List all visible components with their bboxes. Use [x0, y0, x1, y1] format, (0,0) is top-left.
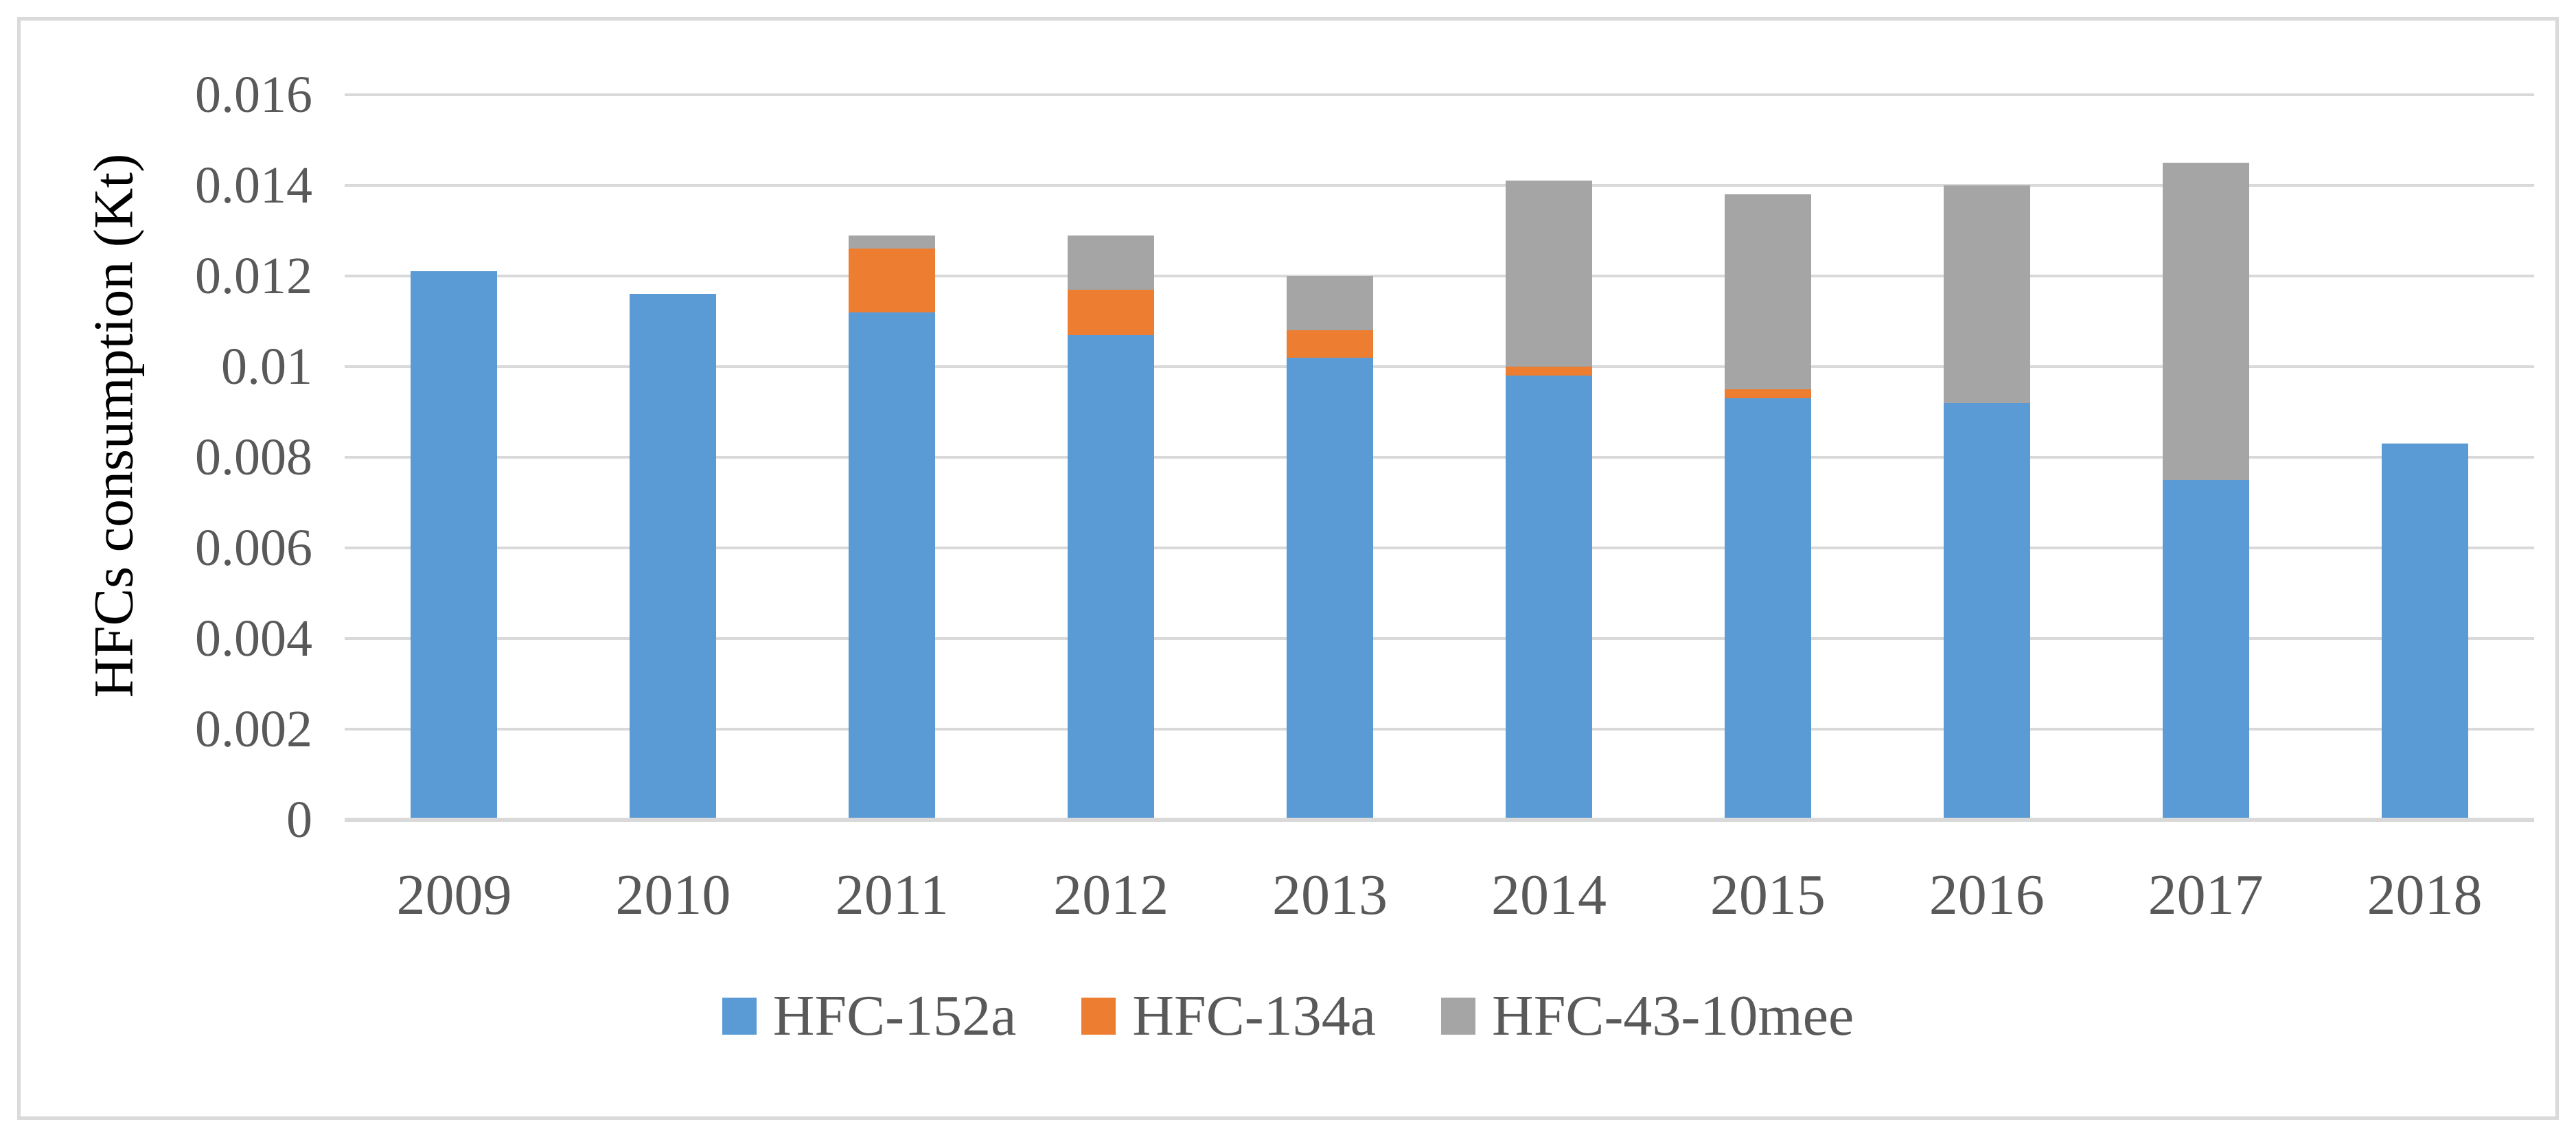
- y-tick-label-0.002: 0.002: [195, 700, 312, 758]
- bar-segment-HFC-43-10mee-2012: [1068, 235, 1155, 290]
- y-gridline-0.01: [345, 365, 2534, 368]
- bar-segment-HFC-152a-2010: [630, 294, 717, 820]
- y-gridline-0.014: [345, 184, 2534, 187]
- bar-2012: [1068, 95, 1155, 820]
- x-tick-label-2015: 2015: [1710, 863, 1826, 927]
- legend-swatch-HFC-134a: [1081, 998, 1116, 1035]
- bar-segment-HFC-134a-2012: [1068, 289, 1155, 335]
- y-gridline-0.006: [345, 547, 2534, 549]
- bar-2011: [849, 95, 936, 820]
- y-tick-label-0.008: 0.008: [195, 428, 312, 486]
- bar-segment-HFC-43-10mee-2017: [2162, 163, 2249, 480]
- y-tick-label-0.006: 0.006: [195, 519, 312, 577]
- x-tick-label-2009: 2009: [396, 863, 512, 927]
- bar-segment-HFC-43-10mee-2016: [1943, 185, 2030, 403]
- y-gridline-0.016: [345, 93, 2534, 96]
- legend-label-HFC-152a: HFC-152a: [772, 984, 1017, 1048]
- y-gridline-0.002: [345, 728, 2534, 731]
- x-tick-label-2013: 2013: [1272, 863, 1388, 927]
- plot-area: [345, 93, 2534, 822]
- x-tick-label-2014: 2014: [1491, 863, 1607, 927]
- y-tick-label-0.004: 0.004: [195, 610, 312, 667]
- x-tick-label-2018: 2018: [2367, 863, 2483, 927]
- x-tick-label-2010: 2010: [615, 863, 731, 927]
- y-tick-label-0.012: 0.012: [195, 247, 312, 305]
- bar-2017: [2162, 95, 2249, 820]
- x-tick-label-2012: 2012: [1053, 863, 1169, 927]
- bar-segment-HFC-134a-2014: [1505, 367, 1592, 376]
- bar-segment-HFC-152a-2016: [1943, 402, 2030, 820]
- bar-segment-HFC-152a-2012: [1068, 334, 1155, 820]
- y-gridline-0.008: [345, 456, 2534, 459]
- x-tick-label-2011: 2011: [835, 863, 949, 927]
- bar-segment-HFC-134a-2015: [1724, 389, 1811, 399]
- legend-item-HFC-152a: HFC-152a: [722, 984, 1017, 1048]
- x-tick-label-2016: 2016: [1929, 863, 2045, 927]
- bar-segment-HFC-43-10mee-2014: [1505, 181, 1592, 367]
- x-axis-line: [345, 818, 2534, 822]
- bar-segment-HFC-152a-2013: [1287, 357, 1374, 820]
- x-tick-label-2017: 2017: [2148, 863, 2264, 927]
- bar-segment-HFC-43-10mee-2013: [1287, 276, 1374, 331]
- bar-2016: [1943, 95, 2030, 820]
- y-axis-title: HFCs consumption (Kt): [82, 153, 145, 698]
- y-tick-label-0.014: 0.014: [195, 157, 312, 214]
- bar-2013: [1287, 95, 1374, 820]
- legend: HFC-152a HFC-134a HFC-43-10mee: [0, 987, 2576, 1045]
- y-tick-label-0: 0: [286, 791, 312, 849]
- bar-segment-HFC-43-10mee-2011: [849, 235, 936, 249]
- legend-item-HFC-43-10mee: HFC-43-10mee: [1441, 987, 1854, 1045]
- bar-segment-HFC-152a-2014: [1505, 376, 1592, 820]
- bar-2010: [630, 95, 717, 820]
- legend-label-HFC-43-10mee: HFC-43-10mee: [1492, 984, 1854, 1048]
- bar-2014: [1505, 95, 1592, 820]
- y-gridline-0.012: [345, 275, 2534, 277]
- bar-segment-HFC-152a-2011: [849, 312, 936, 820]
- y-gridline-0.004: [345, 637, 2534, 640]
- legend-swatch-HFC-43-10mee: [1441, 998, 1476, 1035]
- legend-item-HFC-134a: HFC-134a: [1081, 987, 1376, 1045]
- y-tick-label-0.016: 0.016: [195, 66, 312, 124]
- bar-segment-HFC-152a-2009: [411, 271, 498, 820]
- bar-segment-HFC-152a-2018: [2381, 444, 2468, 820]
- bar-segment-HFC-152a-2017: [2162, 480, 2249, 820]
- bar-2018: [2381, 95, 2468, 820]
- legend-swatch-HFC-152a: [722, 998, 757, 1035]
- legend-label-HFC-134a: HFC-134a: [1132, 984, 1377, 1048]
- bar-segment-HFC-134a-2013: [1287, 330, 1374, 358]
- y-tick-label-0.01: 0.01: [221, 338, 312, 395]
- bar-segment-HFC-152a-2015: [1724, 398, 1811, 820]
- bar-2015: [1724, 95, 1811, 820]
- bar-segment-HFC-43-10mee-2015: [1724, 194, 1811, 389]
- figure-border: [17, 17, 2559, 1120]
- bar-2009: [411, 95, 498, 820]
- bar-segment-HFC-134a-2011: [849, 249, 936, 312]
